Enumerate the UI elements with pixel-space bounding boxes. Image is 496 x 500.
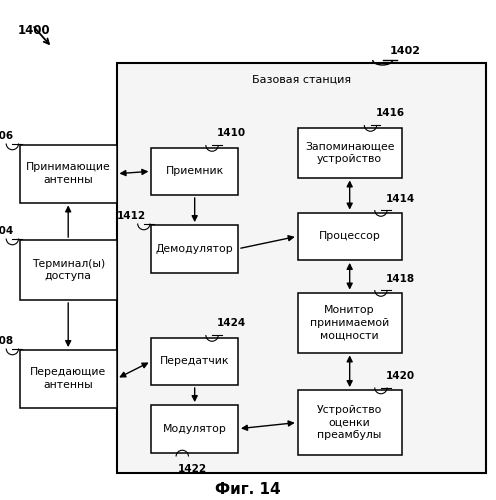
Text: Запоминающее
устройство: Запоминающее устройство (305, 141, 394, 164)
Bar (20, 240, 117, 300)
Text: Базовая станция: Базовая станция (252, 75, 351, 85)
Text: 1424: 1424 (217, 318, 246, 328)
Text: Модулятор: Модулятор (163, 424, 227, 434)
Bar (151, 148, 238, 195)
Text: Передатчик: Передатчик (160, 356, 230, 366)
Text: Демодулятор: Демодулятор (156, 244, 234, 254)
Text: Процессор: Процессор (319, 231, 380, 241)
Bar (151, 225, 238, 272)
Text: Устройство
оценки
преамбулы: Устройство оценки преамбулы (317, 404, 382, 440)
Text: Терминал(ы)
доступа: Терминал(ы) доступа (32, 258, 105, 281)
Text: 1416: 1416 (375, 108, 405, 118)
Text: 1404: 1404 (0, 226, 14, 236)
Text: 1420: 1420 (386, 371, 415, 381)
Text: 1400: 1400 (17, 24, 50, 36)
Text: Фиг. 14: Фиг. 14 (215, 482, 281, 498)
Bar (20, 350, 117, 408)
Text: 1410: 1410 (217, 128, 246, 138)
Text: Принимающие
антенны: Принимающие антенны (26, 162, 111, 185)
Bar (298, 212, 402, 260)
Bar (20, 145, 117, 203)
Bar (298, 128, 402, 178)
Text: 1406: 1406 (0, 131, 14, 141)
Bar (151, 405, 238, 452)
Text: Приемник: Приемник (166, 166, 224, 176)
Text: 1412: 1412 (117, 211, 146, 221)
Text: 1402: 1402 (390, 46, 421, 56)
Text: 1408: 1408 (0, 336, 14, 346)
Bar (298, 390, 402, 455)
Bar (151, 338, 238, 385)
Bar (117, 62, 486, 472)
Text: 1422: 1422 (178, 464, 206, 473)
Text: 1414: 1414 (386, 194, 415, 203)
Text: Передающие
антенны: Передающие антенны (30, 368, 106, 390)
Text: 1418: 1418 (386, 274, 415, 283)
Text: Монитор
принимаемой
мощности: Монитор принимаемой мощности (310, 304, 389, 340)
Bar (298, 292, 402, 352)
